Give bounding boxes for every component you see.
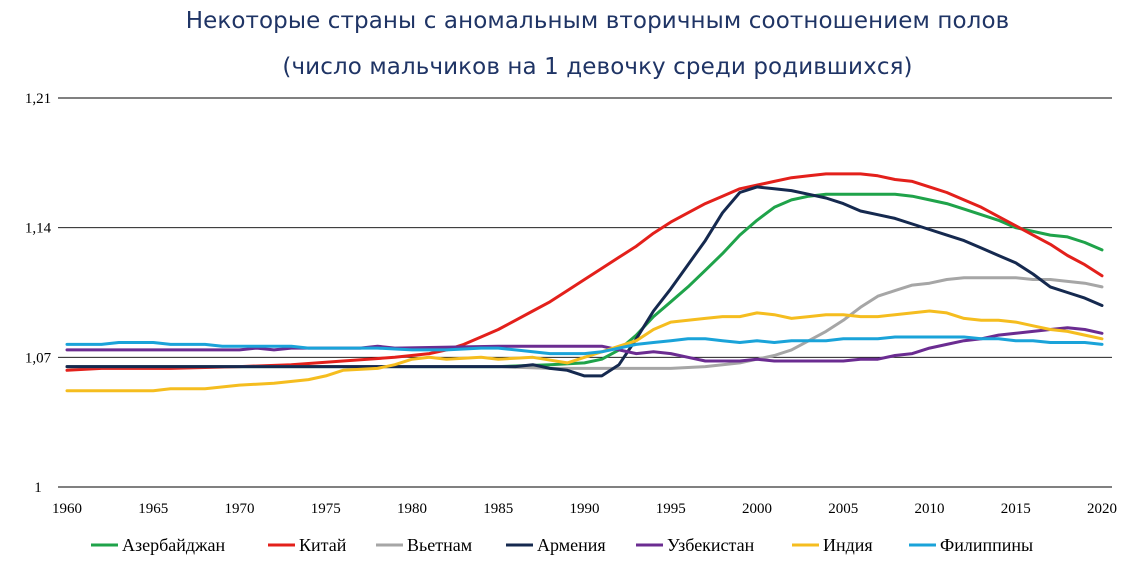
series-lines (65, 172, 1104, 393)
x-tick-label: 1965 (138, 501, 168, 517)
legend-label: Вьетнам (407, 535, 472, 555)
y-tick-label: 1,14 (25, 221, 52, 237)
x-tick-label: 2020 (1087, 501, 1117, 517)
legend-label: Индия (823, 535, 873, 555)
chart-title-line-1: Некоторые страны с аномальным вторичным … (185, 8, 1010, 34)
x-tick-label: 2000 (742, 501, 772, 517)
y-tick-label: 1,21 (25, 91, 51, 107)
legend-label: Филиппины (940, 535, 1033, 555)
x-tick-label: 2015 (1001, 501, 1031, 517)
series-line (65, 185, 1104, 378)
series-line (65, 335, 1104, 356)
legend-item: Армения (506, 535, 606, 555)
x-tick-label: 1990 (570, 501, 600, 517)
x-tick-label: 1985 (483, 501, 513, 517)
x-tick-label: 1995 (656, 501, 686, 517)
chart-title-line-2: (число мальчиков на 1 девочку среди роди… (282, 54, 913, 80)
x-axis-ticks: 1960 1965 1970 1975 1980 1985 1990 1995 2000 2005… (52, 501, 1117, 517)
x-tick-label: 2005 (828, 501, 858, 517)
legend-item: Китай (268, 535, 347, 555)
legend-label: Армения (537, 535, 606, 555)
y-tick-label: 1 (34, 480, 42, 496)
legend-item: Азербайджан (91, 535, 225, 555)
legend: Азербайджан Китай Вьетнам Армения Узбекистан… (91, 535, 1033, 555)
legend-label: Узбекистан (667, 535, 755, 555)
legend-item: Вьетнам (376, 535, 472, 555)
legend-label: Азербайджан (122, 535, 225, 555)
x-tick-label: 1970 (225, 501, 255, 517)
series-line (65, 309, 1104, 393)
legend-item: Филиппины (909, 535, 1033, 555)
x-tick-label: 2010 (915, 501, 945, 517)
legend-item: Индия (792, 535, 873, 555)
y-axis-ticks: 1 1,07 1,14 1,21 (25, 91, 52, 496)
x-tick-label: 1975 (311, 501, 341, 517)
legend-item: Узбекистан (636, 535, 755, 555)
x-tick-label: 1960 (52, 501, 82, 517)
x-tick-label: 1980 (397, 501, 427, 517)
series-line (65, 276, 1104, 370)
y-tick-label: 1,07 (25, 350, 52, 366)
legend-label: Китай (299, 535, 347, 555)
grid-lines (58, 97, 1112, 488)
